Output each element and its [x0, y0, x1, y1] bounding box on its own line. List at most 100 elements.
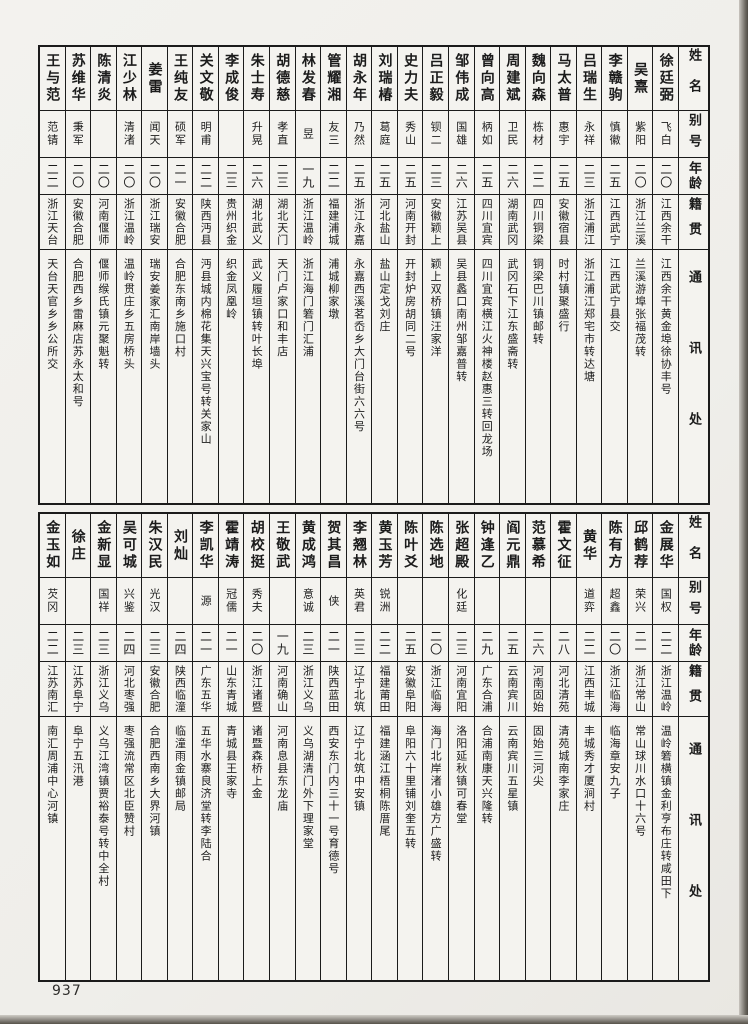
person-native: 浙江常山: [627, 662, 653, 717]
person-name-text: 管耀湘: [325, 53, 342, 104]
person-name: 江少林: [116, 47, 142, 111]
person-name: 李成俊: [218, 47, 244, 111]
person-native: 河北盐山: [372, 195, 397, 250]
person-name-text: 魏向森: [529, 53, 546, 104]
person-address: 武义履垣镇转叶长埠: [244, 250, 269, 503]
person-native-text: 安徽合肥: [71, 198, 85, 246]
person-address: 温岭贯庄乡五房桥头: [117, 250, 142, 503]
person-alias: [525, 578, 551, 625]
person-age-text: 二二: [658, 630, 673, 656]
person-native: 安徽阜阳: [397, 662, 423, 717]
person-alias: 闻天: [142, 111, 167, 158]
header-address: 通讯处: [679, 717, 708, 980]
person-native-text: 江苏阜宁: [71, 665, 85, 713]
person-alias: 侠: [321, 578, 346, 625]
person-native-text: 辽宁北筑: [352, 665, 366, 713]
person-column: 陈有方 超鑫 二〇 浙江临海 临海章安九子: [601, 514, 627, 980]
header-column: 姓名 别号 年龄 籍贯 通讯处: [678, 514, 708, 980]
header-native: 籍贯: [679, 662, 708, 717]
person-address: 青城县王家寺: [219, 717, 244, 980]
person-alias: 惠宇: [551, 111, 576, 158]
person-native: 浙江诸暨: [244, 662, 269, 717]
person-native-text: 湖南武冈: [505, 198, 519, 246]
person-address: 永嘉西溪茗岙乡大门台街六六号: [347, 250, 372, 503]
person-name: 黄成鸿: [295, 514, 321, 578]
person-age: 二二: [39, 625, 65, 662]
person-native-text: 贵州织金: [224, 198, 238, 246]
person-native-text: 陕西临潼: [173, 665, 187, 713]
directory-table-bottom: 姓名 别号 年龄 籍贯 通讯处 金展华 国权 二二 浙江温岭 温岭箬横镇金利亨布庄转咸田…: [38, 512, 710, 982]
person-native-text: 河南开封: [403, 198, 417, 246]
person-native-text: 浙江温岭: [659, 665, 673, 713]
person-column: 刘灿 二四 陕西临潼 临潼雨金镇邮局: [166, 514, 193, 980]
person-address: 浙江浦江郑宅市转达塘: [577, 250, 602, 503]
person-alias: 硕军: [167, 111, 193, 158]
person-column: 范慕希 二六 河南固始 固始三河尖: [524, 514, 551, 980]
person-alias-text: 秀夫: [250, 588, 264, 614]
person-native: 陕西蓝田: [321, 662, 346, 717]
person-age: 二五: [602, 158, 627, 195]
person-address-text: 江西武宁县交: [608, 258, 622, 333]
person-alias: 国权: [653, 578, 678, 625]
person-alias: 升晃: [244, 111, 269, 158]
person-name: 朱士寿: [244, 47, 269, 111]
person-alias-text: 乃然: [352, 121, 366, 147]
person-age: 二一: [218, 625, 244, 662]
person-alias-text: 国祥: [96, 588, 110, 614]
person-alias-text: 荣兴: [633, 588, 647, 614]
person-alias: [91, 111, 116, 158]
person-address-text: 临海章安九子: [608, 725, 622, 800]
person-native-text: 安徽合肥: [147, 665, 161, 713]
person-column: 管耀湘 友三 二二 福建浦城 浦城柳家墩: [320, 47, 346, 503]
person-native-text: 山东青城: [224, 665, 238, 713]
person-address-text: 洛阳延秋镇可春堂: [454, 725, 468, 825]
person-native: 河南开封: [397, 195, 423, 250]
person-name: 刘瑞椿: [372, 47, 397, 111]
person-age-text: 二〇: [70, 163, 85, 189]
person-native: 湖北天门: [270, 195, 295, 250]
person-native-text: 江西武宁: [608, 198, 622, 246]
person-age-text: 二五: [479, 163, 494, 189]
person-alias-text: 柄如: [480, 121, 494, 147]
person-address-text: 偃师缑氏镇元聚魁转: [96, 258, 110, 371]
person-age: 二〇: [244, 625, 269, 662]
person-native: 安徽颖上: [423, 195, 448, 250]
person-age-text: 二五: [351, 163, 366, 189]
person-address-text: 河南息县东龙庙: [275, 725, 289, 813]
header-native-label: 籍贯: [686, 664, 701, 714]
person-age: 二四: [167, 625, 193, 662]
person-age: 二六: [525, 625, 551, 662]
person-age: 二三: [448, 625, 474, 662]
person-address: 福建涵江梧桐陈厝尾: [372, 717, 397, 980]
person-name: 关文敬: [193, 47, 218, 111]
person-column: 林发春昱一九 浙江温岭 浙江海门箬门汇浦: [294, 47, 321, 503]
person-address: 临潼雨金镇邮局: [168, 717, 193, 980]
person-alias: 荣兴: [627, 578, 653, 625]
person-address: 合肥西乡雷麻店苏永太和号: [66, 250, 91, 503]
person-native-text: 浙江温岭: [122, 198, 136, 246]
person-native: 河南确山: [270, 662, 295, 717]
person-address: 浙江海门箬门汇浦: [296, 250, 321, 503]
person-name: 金玉如: [39, 514, 65, 578]
person-age-text: 二二: [326, 163, 341, 189]
header-name: 姓名: [679, 514, 708, 578]
page-number: 937: [52, 983, 82, 999]
person-native-text: 浙江瑞安: [147, 198, 161, 246]
person-age-text: 二五: [556, 163, 571, 189]
person-age-text: 二一: [173, 163, 188, 189]
person-native-text: 安徽合肥: [173, 198, 187, 246]
person-name-text: 陈有方: [606, 520, 623, 571]
person-age: 二三: [295, 625, 321, 662]
person-name-text: 金展华: [657, 520, 674, 571]
person-age: 二三: [142, 625, 167, 662]
person-age: 二五: [500, 625, 525, 662]
person-address-text: 浙江浦江郑宅市转达塘: [582, 258, 596, 383]
person-native: 浙江永嘉: [346, 195, 372, 250]
person-alias: 秀夫: [244, 578, 269, 625]
person-alias-text: 秀山: [403, 121, 417, 147]
header-name-label: 姓名: [686, 514, 701, 577]
person-name-text: 阎元鼎: [504, 520, 521, 571]
person-native: 浙江温岭: [653, 662, 678, 717]
person-address-text: 西安东门内三十一号育德号: [326, 725, 340, 875]
